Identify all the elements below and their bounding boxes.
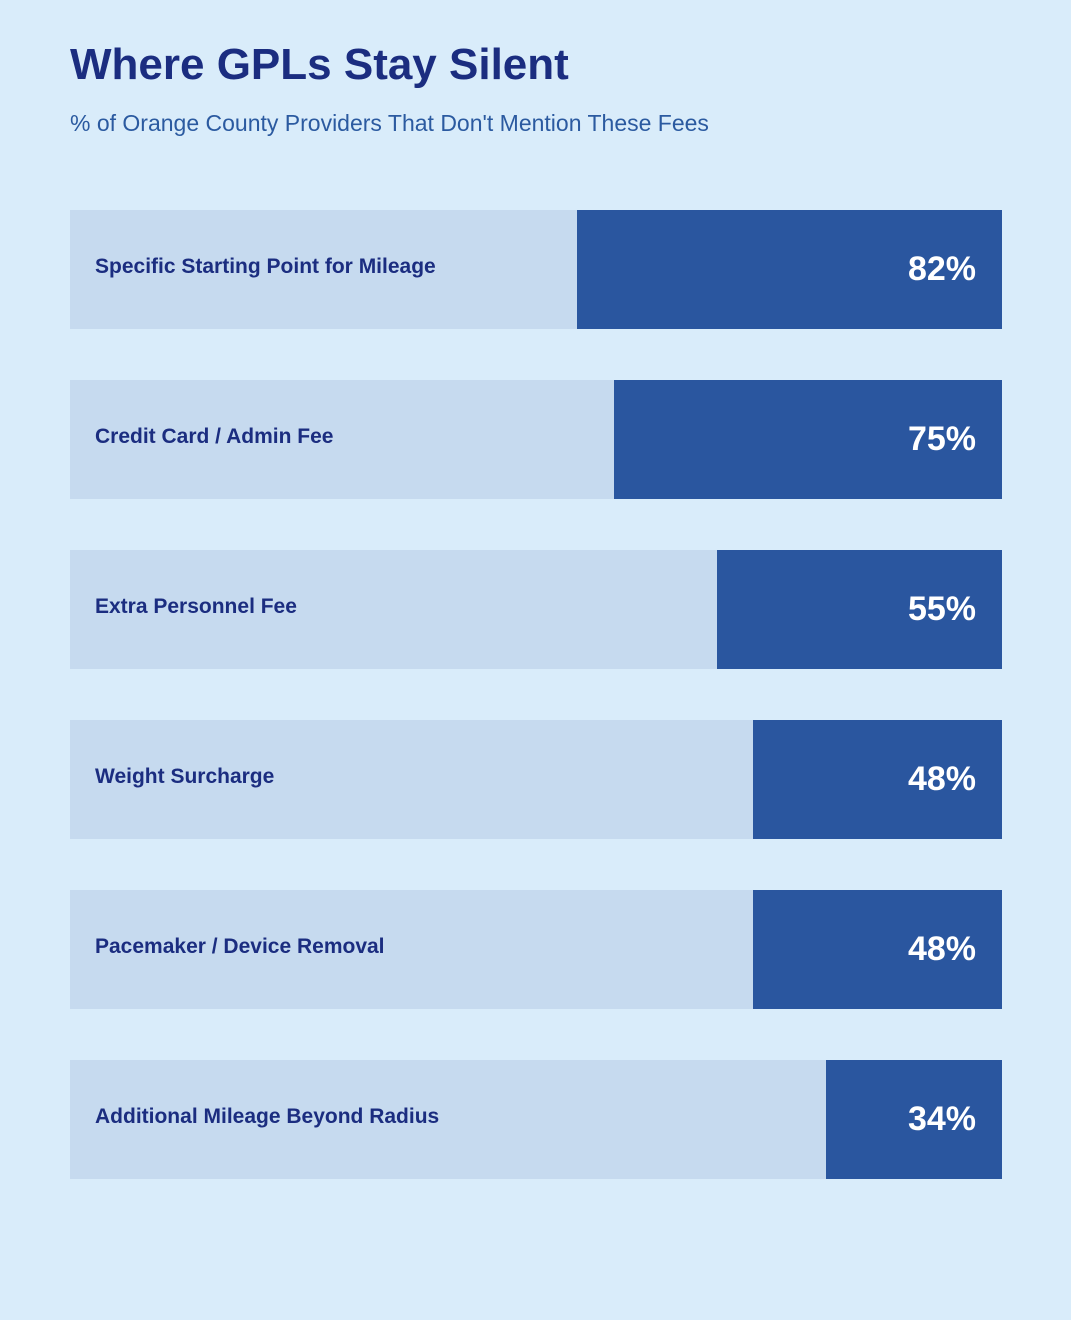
bar-row: Extra Personnel Fee 55% [70, 550, 1002, 669]
bar-value-label: 48% [907, 760, 976, 798]
bar [577, 210, 1002, 329]
bar [717, 550, 1002, 669]
bar [753, 720, 1002, 839]
chart-subtitle: % of Orange County Providers That Don't … [70, 110, 709, 136]
bar [753, 890, 1002, 1009]
bar [826, 1060, 1002, 1179]
bar-category-label: Weight Surcharge [95, 765, 275, 788]
bar-category-label: Pacemaker / Device Removal [95, 935, 385, 958]
bar-value-label: 34% [907, 1100, 976, 1138]
bar-row: Weight Surcharge 48% [70, 720, 1002, 839]
bar-category-label: Extra Personnel Fee [95, 595, 297, 618]
bar-category-label: Credit Card / Admin Fee [95, 425, 334, 448]
bar-value-label: 82% [907, 250, 976, 288]
bar-row: Specific Starting Point for Mileage 82% [70, 210, 1002, 329]
bar-category-label: Specific Starting Point for Mileage [95, 255, 436, 278]
bar-row: Credit Card / Admin Fee 75% [70, 380, 1002, 499]
bar-category-label: Additional Mileage Beyond Radius [95, 1105, 440, 1128]
chart-title: Where GPLs Stay Silent [70, 40, 569, 89]
bar-chart: Specific Starting Point for Mileage 82% Cr… [70, 210, 1002, 1230]
bar-row: Pacemaker / Device Removal 48% [70, 890, 1002, 1009]
bar-value-label: 55% [907, 590, 976, 628]
bar-value-label: 48% [907, 930, 976, 968]
bar-row: Additional Mileage Beyond Radius 34% [70, 1060, 1002, 1179]
bar-value-label: 75% [907, 420, 976, 458]
bar [614, 380, 1002, 499]
